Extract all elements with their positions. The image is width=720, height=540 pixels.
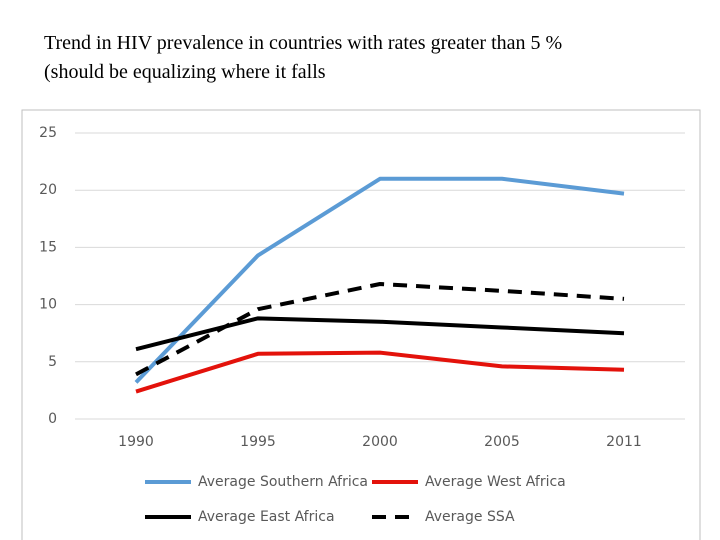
title-line: (should be equalizing where it falls (44, 61, 326, 83)
series-line (134, 176, 625, 384)
y-tick-label: 0 (48, 411, 57, 427)
x-tick-label: 1990 (118, 434, 154, 450)
y-tick-label: 20 (39, 182, 57, 198)
legend-label: Average SSA (425, 509, 515, 525)
legend-label: Average Southern Africa (198, 474, 368, 490)
y-tick-label: 25 (39, 125, 57, 141)
legend-label: Average East Africa (198, 509, 335, 525)
chart-border (21, 109, 701, 540)
x-tick-label: 2011 (606, 434, 642, 450)
legend-label: Average West Africa (425, 474, 566, 490)
series-line (135, 282, 625, 377)
y-tick-label: 10 (39, 297, 57, 313)
x-tick-label: 2005 (484, 434, 520, 450)
series-line (135, 350, 625, 394)
x-tick-label: 1995 (240, 434, 276, 450)
title-line: Trend in HIV prevalence in countries wit… (44, 32, 562, 54)
y-tick-label: 5 (48, 354, 57, 370)
x-tick-label: 2000 (362, 434, 398, 450)
y-tick-label: 15 (39, 239, 57, 255)
series-line (135, 316, 625, 352)
